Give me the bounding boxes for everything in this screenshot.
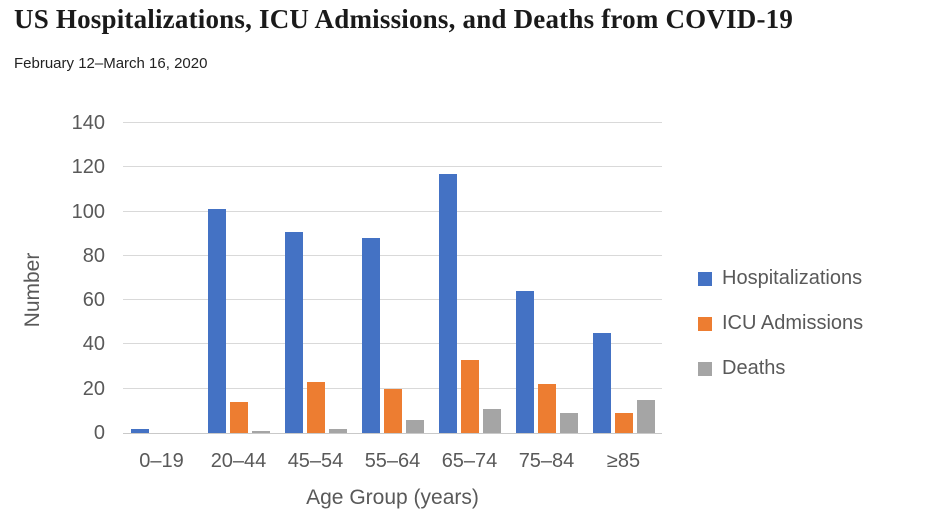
- legend: Hospitalizations ICU Admissions Deaths: [698, 266, 863, 401]
- bar-group-≥85: [585, 123, 662, 433]
- gridline-20: [123, 387, 662, 389]
- plot-area: [123, 122, 662, 434]
- bar-group-65–74: [431, 123, 508, 433]
- legend-item-hospitalizations: Hospitalizations: [698, 266, 863, 291]
- y-tick-0: 0: [93, 422, 105, 444]
- y-tick-140: 140: [71, 112, 105, 134]
- legend-item-deaths: Deaths: [698, 356, 863, 381]
- bar-hospitalizations-55–64: [361, 238, 380, 433]
- bar-group-45–54: [277, 123, 354, 433]
- x-tick-55–64: 55–64: [364, 450, 421, 472]
- gridline-120: [123, 166, 662, 168]
- bar-group-0–19: [123, 123, 200, 433]
- gridline-60: [123, 299, 662, 301]
- bar-group-20–44: [200, 123, 277, 433]
- gridline-80: [123, 254, 662, 256]
- y-tick-20: 20: [82, 377, 105, 400]
- bar-deaths-55–64: [405, 419, 424, 433]
- y-tick-40: 40: [82, 333, 105, 356]
- gridline-100: [123, 210, 662, 212]
- x-tick-75–84: 75–84: [518, 450, 575, 472]
- x-axis-title: Age Group (years): [306, 486, 479, 509]
- x-axis-tick-labels: 0–19 20–44 45–54 55–64 65–74 75–84 ≥85: [123, 450, 662, 476]
- bar-deaths-75–84: [559, 413, 578, 433]
- y-tick-80: 80: [82, 244, 105, 267]
- bar-hospitalizations-65–74: [438, 173, 457, 433]
- bar-icu-admissions-75–84: [537, 384, 556, 433]
- bar-icu-admissions-55–64: [383, 388, 402, 433]
- legend-swatch-icon: [698, 271, 712, 286]
- legend-label: Hospitalizations: [722, 267, 863, 289]
- bar-deaths-20–44: [251, 430, 270, 433]
- bar-icu-admissions-45–54: [306, 382, 325, 433]
- bar-deaths-45–54: [328, 428, 347, 433]
- bar-icu-admissions-65–74: [460, 359, 479, 433]
- legend-label: ICU Admissions: [722, 312, 864, 334]
- chart-title: US Hospitalizations, ICU Admissions, and…: [14, 4, 794, 34]
- x-tick-65–74: 65–74: [441, 450, 498, 472]
- legend-swatch-icon: [698, 316, 712, 331]
- bar-icu-admissions-≥85: [614, 413, 633, 433]
- bar-group-55–64: [354, 123, 431, 433]
- bar-hospitalizations-45–54: [284, 231, 303, 433]
- x-tick-20–44: 20–44: [210, 450, 267, 472]
- bar-hospitalizations-75–84: [515, 291, 534, 433]
- gridline-140: [123, 122, 662, 123]
- legend-label: Deaths: [722, 357, 786, 379]
- legend-swatch-icon: [698, 361, 712, 376]
- x-tick-45–54: 45–54: [287, 450, 344, 472]
- bar-deaths-≥85: [636, 399, 655, 433]
- bar-hospitalizations-20–44: [207, 209, 226, 433]
- y-tick-100: 100: [71, 200, 105, 223]
- bar-icu-admissions-20–44: [229, 402, 248, 433]
- y-tick-120: 120: [71, 156, 105, 179]
- x-tick-≥85: ≥85: [606, 450, 641, 472]
- bar-hospitalizations-≥85: [592, 333, 611, 433]
- chart-subtitle: February 12–March 16, 2020: [14, 55, 208, 72]
- legend-item-icu-admissions: ICU Admissions: [698, 311, 863, 336]
- x-tick-0–19: 0–19: [139, 450, 184, 472]
- bar-group-75–84: [508, 123, 585, 433]
- bar-deaths-65–74: [482, 408, 501, 433]
- y-tick-60: 60: [82, 289, 105, 312]
- gridline-40: [123, 343, 662, 345]
- bar-hospitalizations-0–19: [130, 428, 149, 433]
